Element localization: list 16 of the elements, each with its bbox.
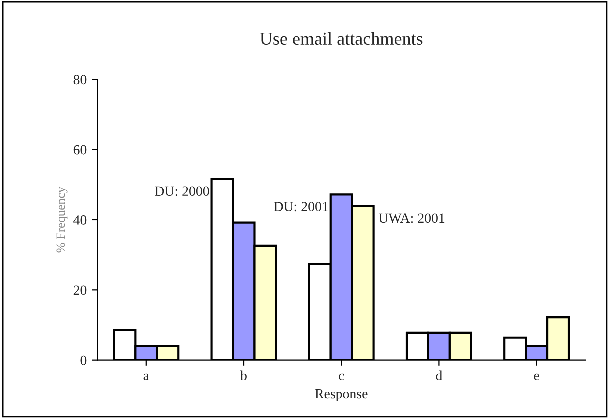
series-label: UWA: 2001 — [378, 214, 445, 224]
series-label: DU: 2001 — [274, 202, 328, 212]
series-label: DU: 2000 — [155, 186, 210, 196]
y-axis-title: % Frequency — [56, 186, 68, 253]
y-tick-label: 0 — [80, 356, 87, 366]
x-tick-label: a — [144, 374, 150, 381]
y-tick-label: 60 — [74, 145, 87, 155]
y-tick-label: 40 — [74, 216, 87, 225]
x-tick-label: b — [240, 370, 247, 381]
y-tick-label: 20 — [74, 286, 87, 296]
x-tick-label: e — [534, 374, 540, 381]
x-tick-label: c — [339, 374, 344, 381]
y-tick-label: 80 — [74, 75, 87, 85]
chart-title: Use email attachments — [260, 32, 423, 46]
x-tick-label: d — [436, 370, 443, 381]
x-axis-title: Response — [315, 389, 368, 402]
